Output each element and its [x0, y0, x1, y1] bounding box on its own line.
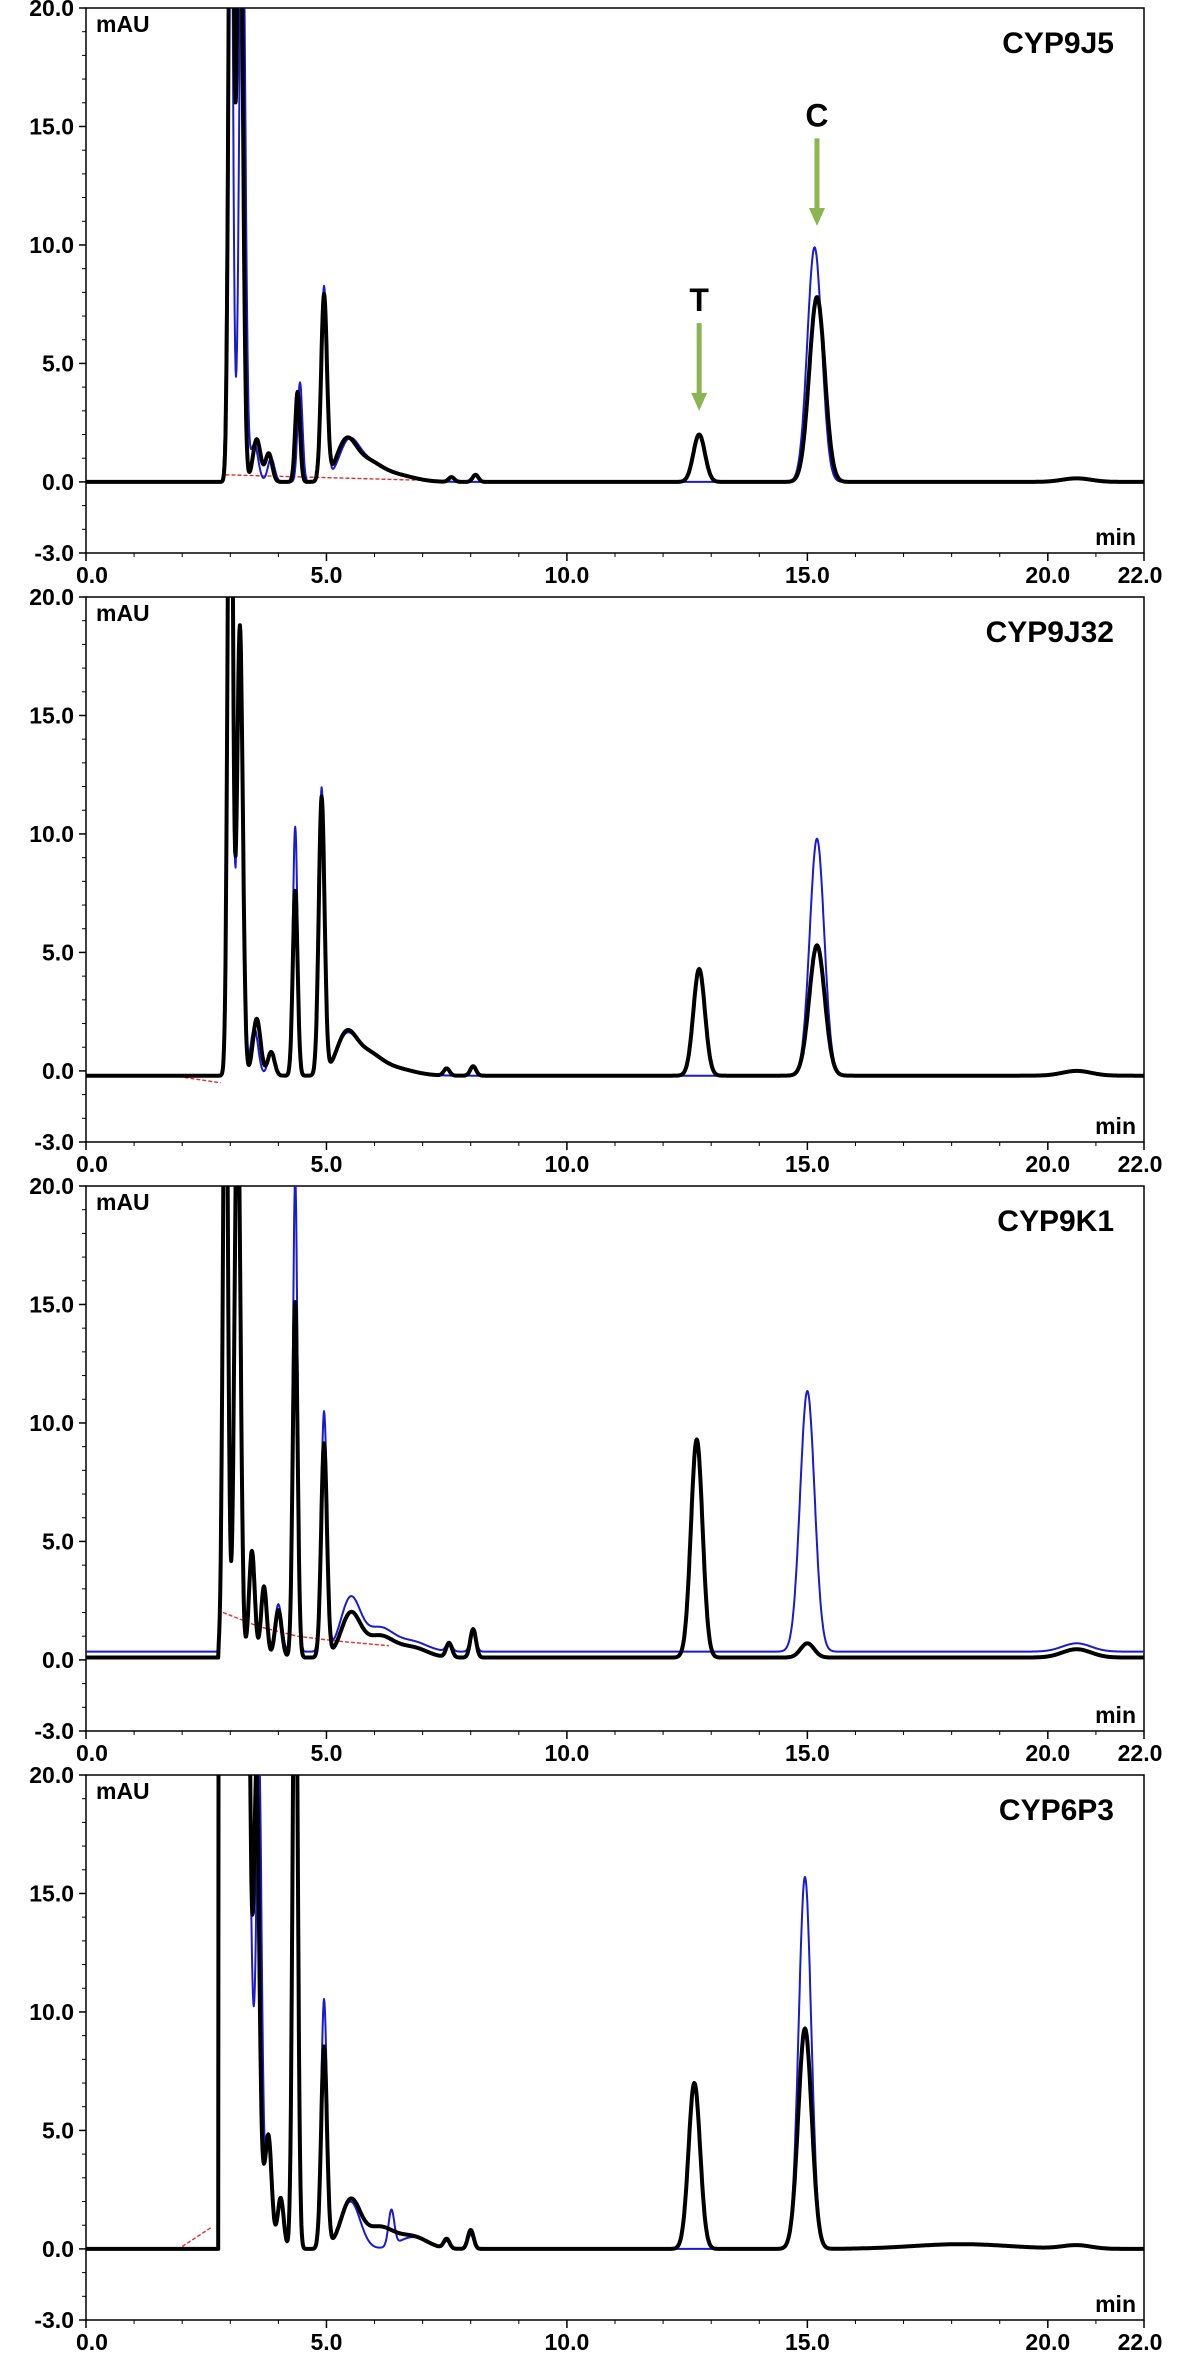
- x-tick-label: 22.0: [1118, 1740, 1163, 1766]
- y-tick-label: -3.0: [34, 2307, 74, 2333]
- x-tick-label: 15.0: [785, 562, 830, 588]
- x-tick-label: 0.0: [76, 1740, 108, 1766]
- x-axis-unit-label: min: [1095, 1113, 1136, 1139]
- peak-annotation-label: C: [805, 97, 828, 133]
- x-tick-label: 5.0: [310, 1740, 342, 1766]
- x-tick-label: 20.0: [1025, 1151, 1070, 1177]
- y-tick-label: 20.0: [29, 1762, 74, 1788]
- x-tick-label: 20.0: [1025, 1740, 1070, 1766]
- x-tick-label: 15.0: [785, 1740, 830, 1766]
- x-tick-label: 5.0: [310, 2329, 342, 2355]
- x-tick-label: 0.0: [76, 562, 108, 588]
- x-tick-label: 22.0: [1118, 2329, 1163, 2355]
- x-axis-unit-label: min: [1095, 524, 1136, 550]
- x-tick-label: 10.0: [545, 562, 590, 588]
- sample-trace: [86, 597, 1144, 1078]
- x-tick-label: 5.0: [310, 562, 342, 588]
- x-tick-label: 22.0: [1118, 562, 1163, 588]
- y-axis-unit-label: mAU: [96, 600, 150, 626]
- y-tick-label: 0.0: [42, 1058, 74, 1084]
- peak-arrow-head: [691, 392, 708, 411]
- x-axis-unit-label: min: [1095, 2291, 1136, 2317]
- y-tick-label: 20.0: [29, 0, 74, 21]
- plot-frame: [85, 1774, 1145, 2321]
- y-tick-label: 10.0: [29, 1410, 74, 1436]
- plot-frame: [85, 1185, 1145, 1732]
- x-tick-label: 22.0: [1118, 1151, 1163, 1177]
- x-axis-unit-label: min: [1095, 1702, 1136, 1728]
- y-tick-label: 10.0: [29, 821, 74, 847]
- x-tick-label: 15.0: [785, 1151, 830, 1177]
- peak-annotation-label: T: [689, 282, 709, 318]
- integration-baseline: [181, 2227, 212, 2248]
- y-tick-label: 10.0: [29, 232, 74, 258]
- x-tick-label: 10.0: [545, 1151, 590, 1177]
- x-tick-label: 5.0: [310, 1151, 342, 1177]
- y-tick-label: 5.0: [42, 1528, 74, 1554]
- y-tick-label: 5.0: [42, 939, 74, 965]
- x-tick-label: 10.0: [545, 2329, 590, 2355]
- panel-title: CYP6P3: [999, 1794, 1114, 1827]
- x-tick-label: 10.0: [545, 1740, 590, 1766]
- y-axis-unit-label: mAU: [96, 1189, 150, 1215]
- x-tick-label: 0.0: [76, 2329, 108, 2355]
- y-axis-unit-label: mAU: [96, 11, 150, 37]
- x-tick-label: 20.0: [1025, 2329, 1070, 2355]
- chart-panel-4: 20.015.010.05.00.0-3.00.0 5.0 10.0 15.0 20.0…: [29, 1762, 1163, 2355]
- y-tick-label: -3.0: [34, 1129, 74, 1155]
- y-tick-label: 15.0: [29, 1291, 74, 1317]
- y-tick-label: 10.0: [29, 1999, 74, 2025]
- y-tick-label: 5.0: [42, 350, 74, 376]
- peak-arrow-head: [808, 208, 825, 226]
- x-tick-label: 20.0: [1025, 562, 1070, 588]
- panel-title: CYP9J5: [1002, 27, 1114, 60]
- sample-trace: [86, 1186, 1144, 1660]
- x-tick-label: 15.0: [785, 2329, 830, 2355]
- chart-panel-3: 20.015.010.05.00.0-3.00.0 5.0 10.0 15.0 20.0…: [29, 1173, 1163, 1766]
- y-tick-label: -3.0: [34, 1718, 74, 1744]
- chart-panel-1: 20.015.010.05.00.0-3.00.0 5.0 10.0 15.0 20.0…: [29, 0, 1162, 588]
- y-tick-label: 15.0: [29, 702, 74, 728]
- y-tick-label: 20.0: [29, 584, 74, 610]
- y-tick-label: 0.0: [42, 1647, 74, 1673]
- y-tick-label: 0.0: [42, 2236, 74, 2262]
- y-tick-label: 20.0: [29, 1173, 74, 1199]
- y-tick-label: 5.0: [42, 2117, 74, 2143]
- y-tick-label: 0.0: [42, 469, 74, 495]
- y-tick-label: 15.0: [29, 113, 74, 139]
- sample-trace: [86, 8, 1144, 484]
- panel-title: CYP9K1: [997, 1205, 1114, 1238]
- y-tick-label: -3.0: [34, 540, 74, 566]
- panel-title: CYP9J32: [986, 616, 1114, 649]
- x-tick-label: 0.0: [76, 1151, 108, 1177]
- y-axis-unit-label: mAU: [96, 1778, 150, 1804]
- sample-trace: [86, 1775, 1144, 2251]
- y-tick-label: 15.0: [29, 1880, 74, 1906]
- chart-panel-2: 20.015.010.05.00.0-3.00.0 5.0 10.0 15.0 20.0…: [29, 584, 1163, 1177]
